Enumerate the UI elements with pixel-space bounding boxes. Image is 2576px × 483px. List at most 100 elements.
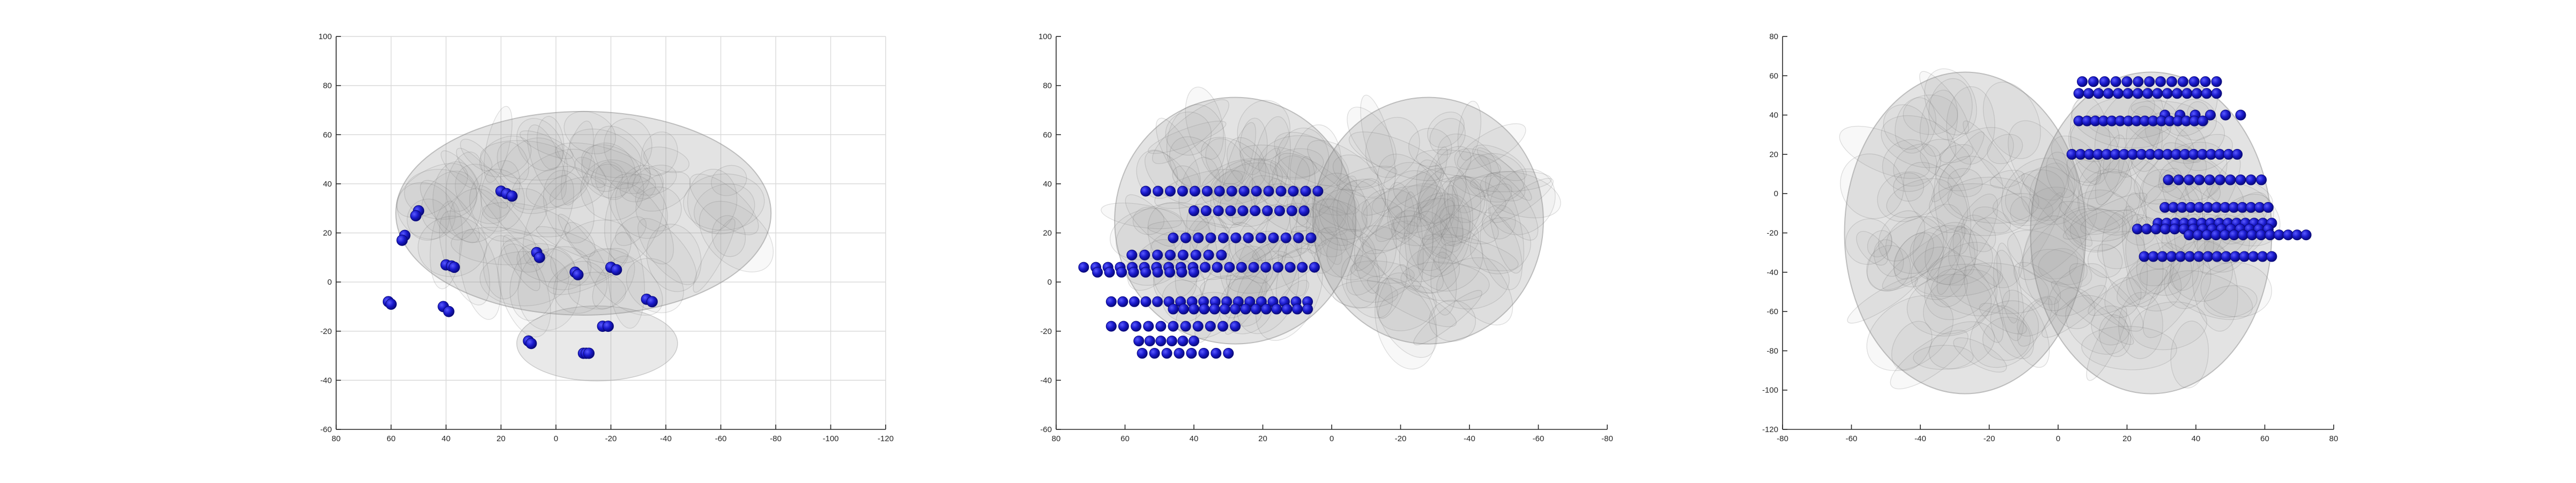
electrode-point (2110, 76, 2121, 87)
electrode-point (2172, 88, 2183, 99)
electrode-point (2184, 229, 2195, 241)
electrode-point (1281, 303, 1293, 315)
x-tick-label: -80 (1601, 434, 1613, 443)
electrode-point (1104, 266, 1115, 278)
electrode-point (1275, 185, 1287, 197)
x-tick-label: 60 (387, 434, 396, 443)
electrode-point (1180, 321, 1191, 332)
electrode-point (1140, 266, 1152, 278)
x-tick-label: 20 (1258, 434, 1267, 443)
electrode-point (1199, 303, 1210, 315)
y-tick-label: 60 (323, 130, 332, 139)
electrode-point (2193, 251, 2204, 262)
brain-gyrus (581, 144, 642, 189)
electrode-point (2093, 88, 2104, 99)
brain-gyrus (497, 243, 551, 338)
brain-gyrus (525, 166, 589, 208)
brain-gyrus (2029, 162, 2068, 209)
electrode-point (1238, 185, 1250, 197)
brain-gyrus (1430, 251, 1457, 316)
brain-gyrus (1441, 183, 1512, 246)
y-tick-label: 40 (323, 180, 332, 189)
brain-gyrus (2046, 152, 2077, 198)
brain-gyrus (1989, 169, 2025, 189)
brain-gyrus (1931, 131, 1985, 203)
brain-gyrus (1270, 148, 1324, 180)
electrode-point (2139, 251, 2150, 262)
brain-gyrus (1416, 149, 1502, 178)
brain-gyrus (1947, 168, 1983, 197)
brain-gyrus (2084, 171, 2146, 236)
brain-gyrus (1371, 185, 1442, 218)
brain-gyrus (537, 116, 565, 170)
brain-gyrus (2059, 201, 2120, 233)
electrode-point (1305, 232, 1317, 243)
brain-gyrus (1919, 90, 1958, 157)
electrode-point (1140, 185, 1152, 197)
y-tick-label: 80 (1043, 81, 1052, 91)
x-tick-label: 40 (2192, 434, 2201, 443)
electrode-point (1189, 303, 1199, 315)
brain-gyrus (1480, 214, 1523, 291)
electrode-point (1230, 232, 1242, 243)
brain-gyrus (2200, 262, 2273, 317)
brain-gyrus (446, 151, 483, 212)
brain-gyrus (580, 159, 644, 221)
brain-gyrus (2064, 208, 2130, 242)
electrode-point (2239, 251, 2250, 262)
electrode-point (1248, 262, 1259, 273)
electrode-point (1198, 348, 1209, 359)
brain-gyrus (1934, 164, 1971, 255)
electrode-point (583, 347, 595, 359)
brain-gyrus (1487, 175, 1525, 274)
brain-gyrus (1840, 153, 1904, 219)
x-tick-label: 0 (1330, 434, 1334, 443)
x-tick-label: -120 (878, 434, 894, 443)
electrode-point (1262, 205, 1273, 217)
electrode-point (1117, 296, 1129, 307)
electrode-point (1286, 205, 1297, 217)
electrode-point (2283, 229, 2293, 241)
brain-gyrus (1365, 117, 1420, 178)
brain-gyrus (1993, 250, 2024, 341)
brain-gyrus (1906, 273, 1992, 337)
brain-gyrus (522, 175, 574, 266)
brain-gyrus (481, 202, 571, 237)
brain-gyrus (575, 157, 607, 188)
electrode-point (2173, 174, 2184, 185)
brain-gyrus (615, 183, 674, 265)
brain-gyrus (2104, 277, 2142, 318)
electrode-point (1256, 232, 1266, 243)
electrode-point (1105, 321, 1117, 332)
brain-gyrus (1867, 216, 1948, 291)
electrode-point (2194, 174, 2205, 185)
brain-gyrus (479, 136, 532, 177)
electrode-point (1153, 185, 1163, 197)
brain-left-hemisphere (1839, 68, 2097, 395)
brain-gyrus (456, 147, 508, 209)
brain-gyrus (1920, 139, 1971, 179)
brain-gyrus (2167, 270, 2253, 320)
brain-temporal-lobe (516, 305, 678, 382)
brain-gyrus (1418, 166, 1467, 224)
brain-gyrus (1400, 262, 1490, 302)
brain-gyrus (1275, 128, 1330, 196)
brain-gyrus (1360, 225, 1444, 294)
brain-gyrus (1332, 280, 1399, 308)
brain-gyrus (1348, 131, 1444, 181)
electrode-point (2221, 251, 2232, 262)
x-tick-label: -100 (822, 434, 838, 443)
brain-gyrus (1924, 68, 1977, 136)
brain-gyrus (1444, 175, 1486, 223)
electrode-point (2088, 76, 2099, 87)
electrode-point (2150, 224, 2162, 235)
brain-gyrus (1265, 203, 1320, 258)
brain-gyrus (1465, 153, 1525, 203)
x-tick-label: -20 (605, 434, 617, 443)
electrode-point (2201, 88, 2213, 99)
electrode-point (2197, 115, 2208, 127)
electrode-point (1218, 321, 1228, 332)
x-tick-label: 20 (2122, 434, 2132, 443)
brain-gyrus (1893, 172, 1924, 202)
y-tick-label: -20 (1766, 229, 1778, 238)
